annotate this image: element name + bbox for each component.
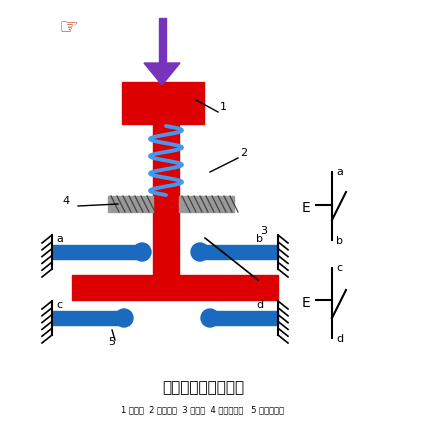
Text: a: a: [56, 234, 63, 244]
Bar: [153, 124, 179, 288]
Text: b: b: [336, 236, 343, 246]
Bar: [108, 196, 153, 212]
Text: 4: 4: [62, 196, 69, 206]
Text: b: b: [256, 234, 263, 244]
Text: 5: 5: [108, 337, 115, 347]
Text: 2: 2: [240, 148, 247, 158]
Text: 1: 1: [220, 102, 227, 112]
Text: a: a: [336, 167, 343, 177]
Text: d: d: [336, 334, 343, 344]
Circle shape: [201, 309, 219, 327]
Polygon shape: [144, 63, 180, 85]
Circle shape: [115, 309, 133, 327]
Circle shape: [229, 276, 251, 298]
Bar: [122, 82, 204, 124]
Text: d: d: [256, 300, 263, 310]
Bar: [52, 311, 124, 325]
Text: c: c: [56, 300, 62, 310]
Bar: [210, 311, 278, 325]
Circle shape: [191, 243, 209, 261]
Circle shape: [97, 276, 119, 298]
Text: 1 按钮帽  2 复位弹簧  3 动触头  4 常闭静触头   5 常开静触头: 1 按钮帽 2 复位弹簧 3 动触头 4 常闭静触头 5 常开静触头: [121, 405, 285, 414]
Text: ☞: ☞: [58, 18, 78, 38]
Circle shape: [133, 243, 151, 261]
Text: 3: 3: [260, 226, 267, 236]
Bar: [179, 196, 234, 212]
Bar: [52, 245, 142, 259]
Text: E: E: [302, 296, 311, 310]
Bar: [72, 275, 278, 300]
Text: E: E: [302, 201, 311, 215]
Circle shape: [155, 276, 177, 298]
Bar: [200, 245, 278, 259]
Text: c: c: [336, 263, 342, 273]
Text: 按钮开关结构示意图: 按钮开关结构示意图: [162, 381, 244, 396]
Bar: [159, 18, 166, 63]
